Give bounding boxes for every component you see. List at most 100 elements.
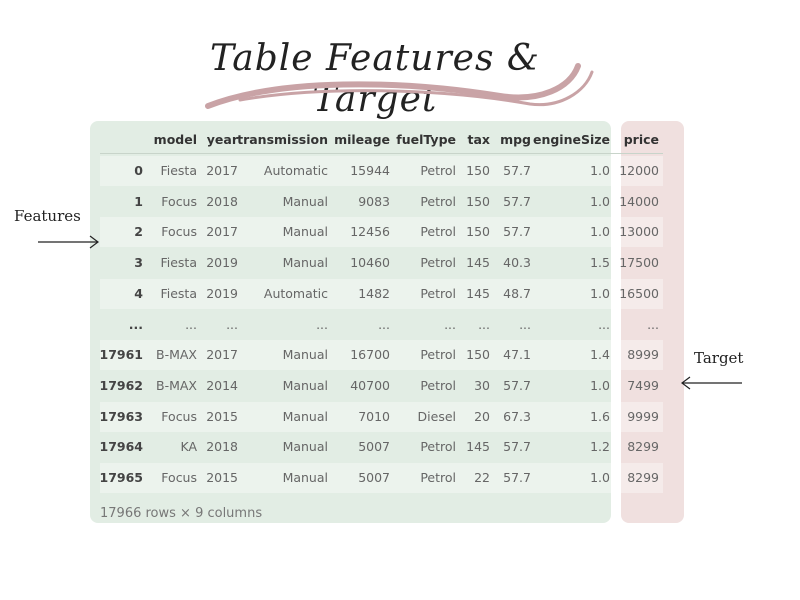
- table-cell: Fiesta: [160, 255, 197, 271]
- table-cell: 9999: [627, 408, 659, 424]
- table-cell: 20: [474, 408, 490, 424]
- row-index: 3: [134, 255, 143, 271]
- column-header: mpg: [500, 132, 531, 147]
- table-cell: 67.3: [503, 408, 531, 424]
- table-cell: 30: [474, 377, 490, 393]
- table-cell: B-MAX: [156, 347, 197, 363]
- table-cell: 1482: [358, 285, 390, 301]
- table-cell: 22: [474, 470, 490, 485]
- table-cell: Automatic: [263, 163, 328, 178]
- table-cell: Petrol: [420, 163, 456, 178]
- table-cell: ...: [598, 316, 610, 332]
- table-cell: 8299: [627, 439, 659, 455]
- table-cell: 150: [466, 163, 490, 178]
- features-label: Features: [14, 207, 81, 225]
- row-index: 2: [134, 224, 143, 240]
- row-index: 17964: [99, 439, 144, 455]
- table-cell: 57.7: [503, 439, 531, 455]
- column-header: year: [206, 132, 238, 147]
- target-panel: [621, 121, 684, 523]
- table-cell: Petrol: [420, 224, 456, 240]
- table-cell: Focus: [161, 193, 197, 209]
- table-cell: Fiesta: [160, 285, 197, 301]
- table-cell: Manual: [282, 470, 328, 485]
- table-cell: 12456: [350, 224, 390, 240]
- table-cell: 2014: [206, 377, 238, 393]
- table-cell: 17500: [619, 255, 659, 271]
- table-cell: Manual: [282, 193, 328, 209]
- table-cell: 2018: [206, 439, 238, 455]
- table-cell: 40700: [350, 377, 390, 393]
- row-index: 17965: [99, 470, 144, 485]
- column-header: fuelType: [396, 132, 456, 147]
- row-index: 0: [134, 163, 143, 178]
- table-cell: Petrol: [420, 347, 456, 363]
- table-cell: Manual: [282, 347, 328, 363]
- table-cell: 1.0: [590, 193, 610, 209]
- table-cell: ...: [316, 316, 328, 332]
- table-cell: ...: [378, 316, 390, 332]
- table-cell: Petrol: [420, 377, 456, 393]
- table-cell: 150: [466, 193, 490, 209]
- table-cell: 16700: [350, 347, 390, 363]
- table-cell: 57.7: [503, 193, 531, 209]
- table-cell: ...: [185, 316, 197, 332]
- table-cell: 5007: [358, 439, 390, 455]
- row-index: 17961: [99, 347, 144, 363]
- table-cell: 1.0: [590, 470, 610, 485]
- table-cell: 2019: [206, 255, 238, 271]
- table-cell: 14000: [619, 193, 659, 209]
- table-cell: 2015: [206, 470, 238, 485]
- table-cell: ...: [226, 316, 238, 332]
- table-row-stripe: [100, 340, 663, 371]
- table-cell: 8999: [627, 347, 659, 363]
- table-cell: Manual: [282, 408, 328, 424]
- table-cell: Petrol: [420, 285, 456, 301]
- table-cell: Automatic: [263, 285, 328, 301]
- table-cell: 150: [466, 347, 490, 363]
- table-cell: B-MAX: [156, 377, 197, 393]
- table-cell: 5007: [358, 470, 390, 485]
- table-cell: 12000: [619, 163, 659, 178]
- target-arrow-icon: [681, 376, 742, 390]
- table-row-stripe: [100, 401, 663, 432]
- table-row-stripe: [100, 217, 663, 248]
- table-row-stripe: [100, 156, 663, 186]
- table-cell: Manual: [282, 439, 328, 455]
- table-cell: Focus: [161, 408, 197, 424]
- table-cell: ...: [519, 316, 531, 332]
- column-header: price: [623, 132, 659, 147]
- table-cell: Manual: [282, 255, 328, 271]
- table-cell: 1.0: [590, 285, 610, 301]
- table-cell: ...: [478, 316, 490, 332]
- table-cell: KA: [180, 439, 197, 455]
- table-cell: 1.2: [590, 439, 610, 455]
- features-arrow-icon: [38, 235, 99, 249]
- header-divider: [100, 153, 663, 154]
- table-cell: 150: [466, 224, 490, 240]
- row-index: 17963: [99, 408, 144, 424]
- table-cell: 1.0: [590, 224, 610, 240]
- column-header: mileage: [334, 132, 390, 147]
- table-cell: 48.7: [503, 285, 531, 301]
- table-row-stripe: [100, 463, 663, 493]
- table-cell: 1.6: [590, 408, 610, 424]
- table-cell: Petrol: [420, 439, 456, 455]
- row-index: 17962: [99, 377, 144, 393]
- title-swoosh: [205, 63, 594, 109]
- table-cell: 1.5: [590, 255, 610, 271]
- table-footer: 17966 rows × 9 columns: [100, 506, 263, 521]
- column-header: transmission: [237, 132, 328, 147]
- column-header: tax: [467, 132, 490, 147]
- table-cell: 145: [466, 285, 490, 301]
- table-cell: 9083: [358, 193, 390, 209]
- table-cell: 47.1: [503, 347, 531, 363]
- table-cell: Focus: [161, 470, 197, 485]
- table-cell: 7499: [627, 377, 659, 393]
- table-cell: ...: [647, 316, 659, 332]
- table-cell: 1.4: [590, 347, 610, 363]
- table-cell: 16500: [619, 285, 659, 301]
- table-cell: Petrol: [420, 193, 456, 209]
- table-cell: Petrol: [420, 255, 456, 271]
- table-cell: 1.0: [590, 163, 610, 178]
